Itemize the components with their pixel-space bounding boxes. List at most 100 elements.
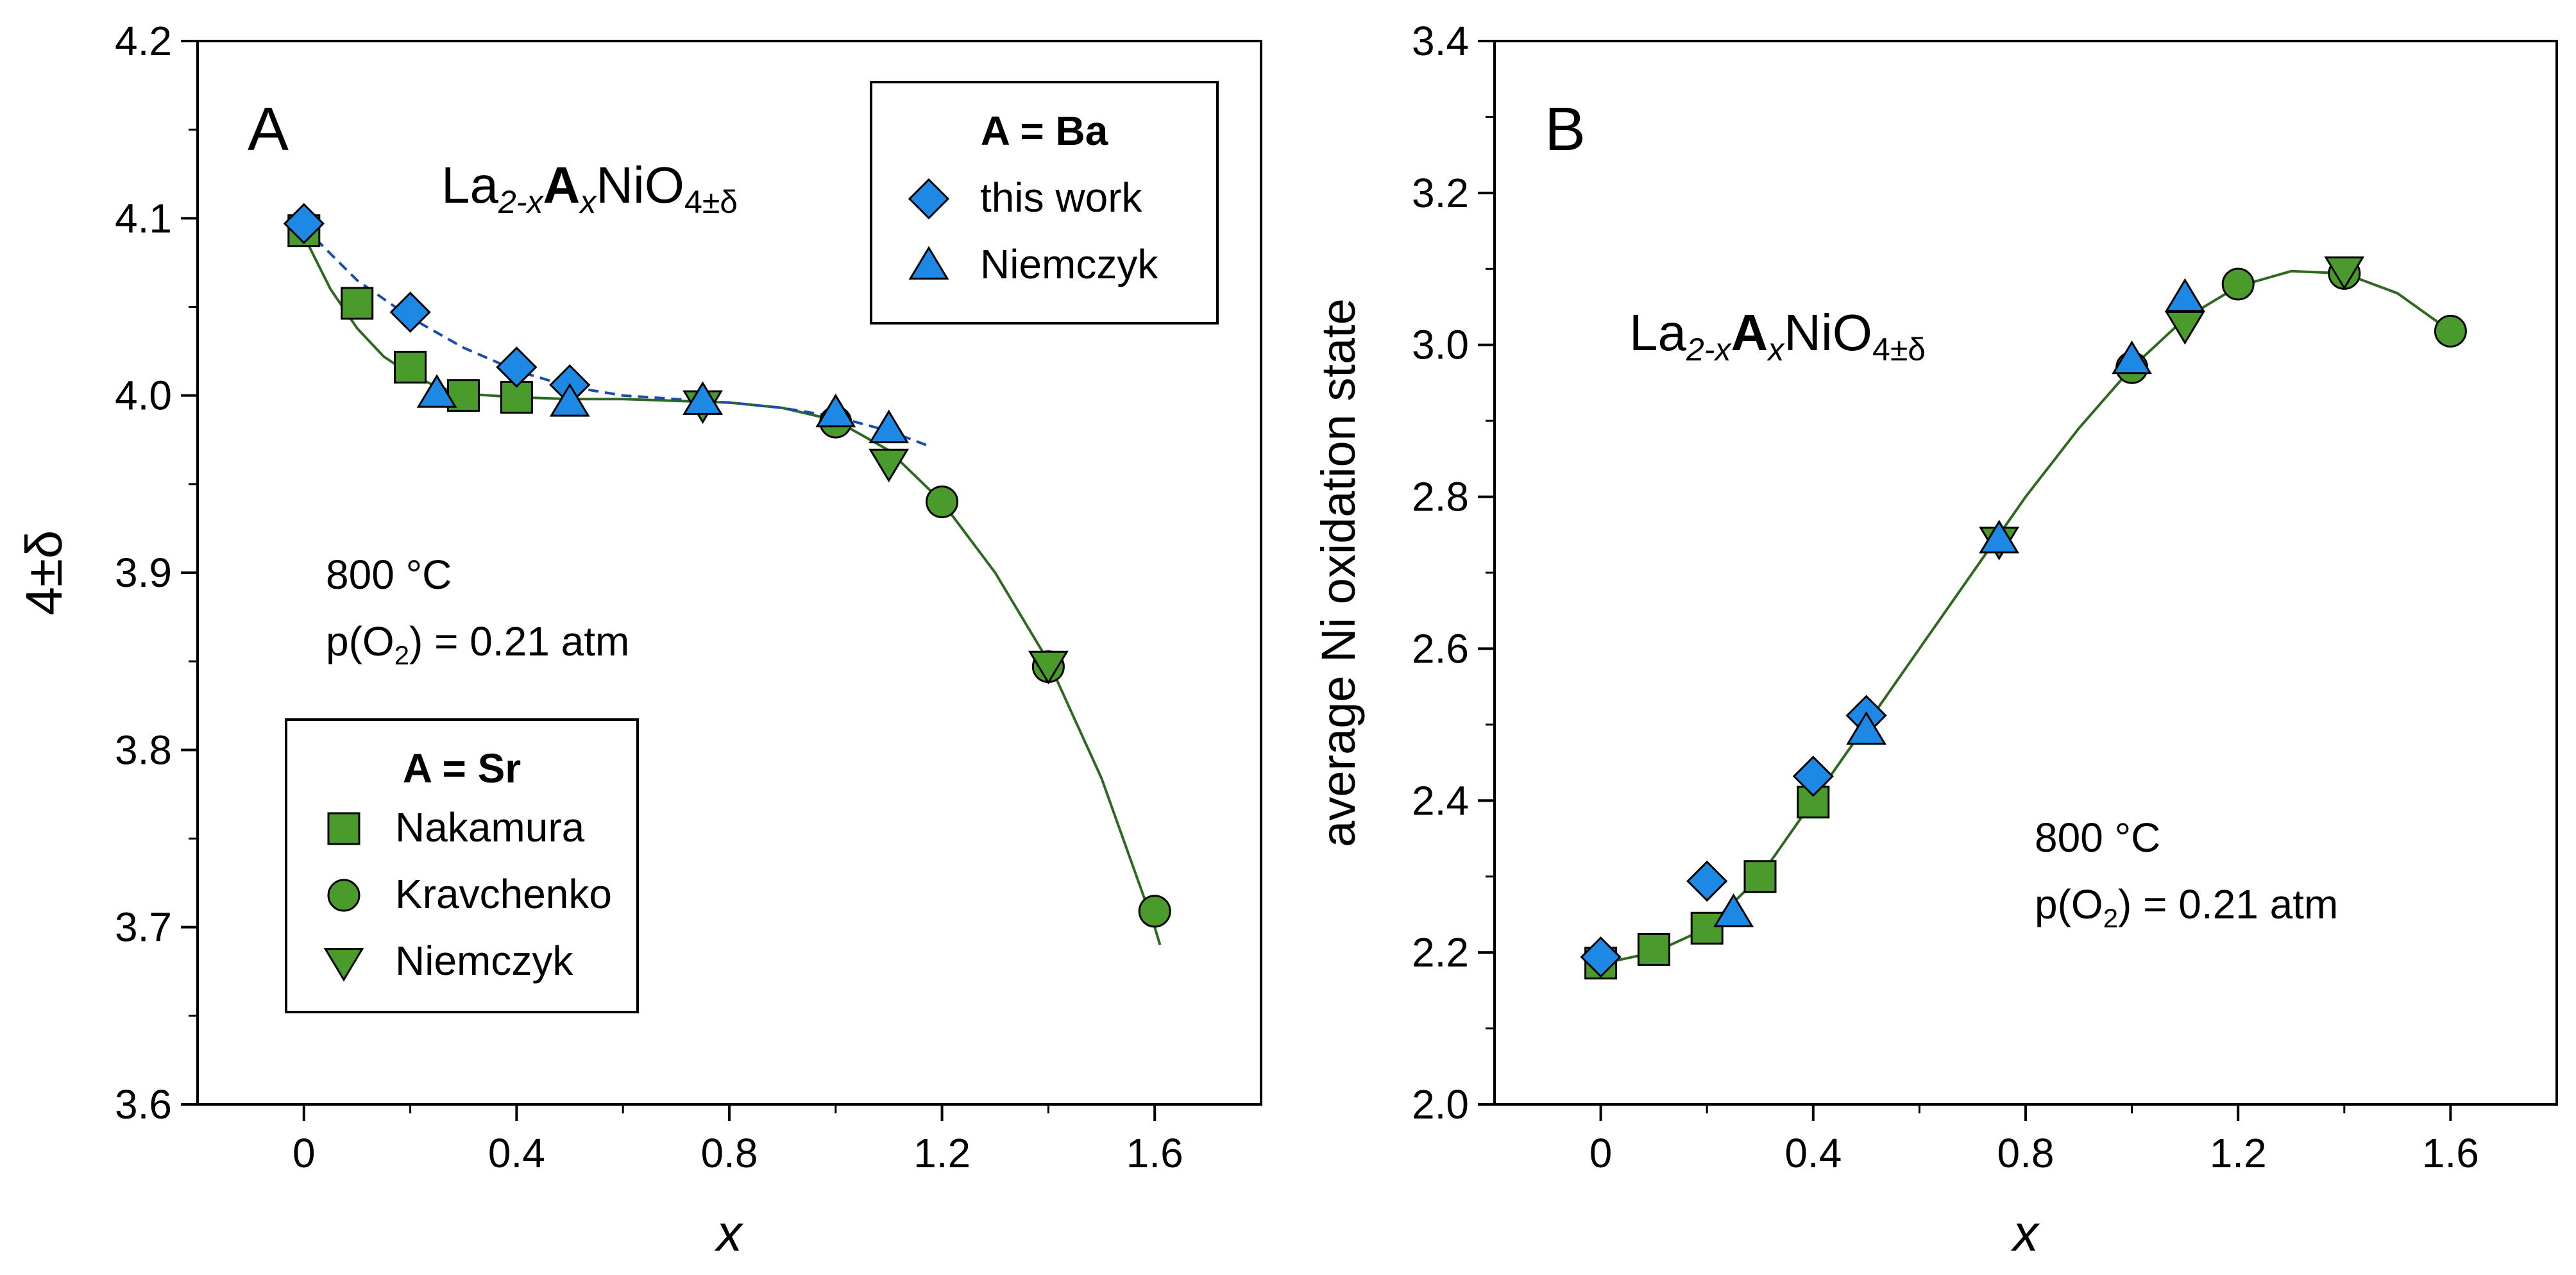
data-point-square — [1637, 933, 1670, 966]
formula-base: La — [1629, 304, 1686, 361]
x-tick-label: 1.6 — [2422, 1130, 2479, 1176]
y-tick-label: 4.1 — [115, 195, 172, 241]
data-point-diamond — [1686, 860, 1728, 902]
data-point-triangle-down — [2324, 256, 2365, 291]
data-point-square — [394, 350, 427, 384]
data-point-triangle-up — [815, 393, 856, 428]
formula-bold: A — [543, 156, 580, 214]
legend-marker-triangle-down — [323, 948, 364, 982]
data-point-circle — [2434, 314, 2467, 348]
data-point-diamond — [496, 346, 538, 388]
data-point-triangle-up — [682, 381, 723, 415]
x-tick-label: 0.8 — [701, 1130, 758, 1176]
legend-entry-label: Niemczyk — [980, 241, 1158, 287]
data-point-square — [1743, 860, 1777, 893]
formula-bold: A — [1731, 304, 1768, 361]
fit-line-solid — [303, 235, 1162, 945]
formula-label: La2-xAxNiO4±δ — [1629, 304, 1926, 367]
legend-marker-triangle-up — [908, 246, 949, 280]
pressure-subscript: 2 — [2103, 903, 2118, 933]
y-tick-label: 3.9 — [115, 550, 172, 596]
data-point-diamond — [1580, 936, 1622, 978]
pressure-post: ) = 0.21 atm — [2118, 881, 2338, 927]
y-tick-label: 2.2 — [1412, 929, 1469, 975]
data-point-diamond — [283, 203, 325, 244]
chart-panel-b: 0 0.4 0.8 1.2 1.6 2.0 2.2 2.4 2.6 2.8 3.0 3.2 3.4 x av… — [1312, 18, 2558, 1262]
data-point-square — [1690, 911, 1724, 945]
y-tick-label: 3.4 — [1412, 18, 1469, 64]
data-point-triangle-up — [1846, 711, 1887, 745]
y-axis-label: average Ni oxidation state — [1312, 298, 1365, 847]
x-tick-label: 0.4 — [1784, 1130, 1842, 1176]
condition-pressure: p(O2) = 0.21 atm — [2035, 881, 2338, 933]
y-tick-label: 3.0 — [1412, 322, 1469, 368]
data-point-square — [341, 287, 374, 320]
data-point-triangle-up — [416, 374, 457, 408]
pressure-post: ) = 0.21 atm — [409, 618, 629, 664]
data-point-triangle-up — [2112, 340, 2153, 375]
x-tick-label: 0.8 — [1997, 1130, 2055, 1176]
formula-subscript: x — [579, 184, 597, 220]
legend-marker-circle — [327, 879, 360, 912]
data-point-triangle-up — [1713, 893, 1754, 927]
formula-label: La2-xAxNiO4±δ — [441, 156, 738, 220]
data-point-circle — [2221, 267, 2255, 301]
condition-pressure: p(O2) = 0.21 atm — [326, 618, 629, 670]
y-tick-label: 3.2 — [1412, 170, 1469, 216]
data-point-diamond — [1792, 756, 1834, 797]
x-tick-label: 1.2 — [2210, 1130, 2267, 1176]
y-tick-label: 3.7 — [115, 904, 172, 950]
y-tick-label: 3.6 — [115, 1081, 172, 1127]
x-tick-label: 0.4 — [488, 1130, 545, 1176]
data-point-circle — [1138, 895, 1171, 928]
data-point-triangle-down — [1028, 650, 1069, 685]
x-axis-label: x — [714, 1204, 744, 1262]
legend-ba: A = Ba this work Niemczyk — [870, 81, 1219, 325]
data-point-circle — [926, 485, 959, 518]
data-point-triangle-up — [869, 409, 910, 444]
y-tick-label: 2.6 — [1412, 625, 1469, 671]
formula-mid: NiO — [1784, 304, 1872, 361]
formula-subscript: 2-x — [1686, 332, 1732, 367]
condition-temperature: 800 °C — [326, 552, 452, 598]
pressure-subscript: 2 — [394, 640, 409, 670]
x-axis-label: x — [2010, 1204, 2040, 1262]
legend-title: A = Ba — [981, 108, 1108, 154]
legend-title: A = Sr — [403, 745, 521, 791]
data-point-diamond — [389, 291, 431, 333]
data-point-triangle-up — [2164, 278, 2205, 312]
data-point-triangle-down — [869, 448, 910, 483]
legend-marker-diamond — [908, 178, 950, 220]
panel-label: A — [248, 95, 289, 164]
legend-entry-label: this work — [980, 174, 1143, 221]
formula-subscript: x — [1767, 332, 1785, 367]
data-point-triangle-up — [1979, 519, 2020, 553]
y-tick-label: 4.0 — [115, 373, 172, 419]
pressure-pre: p(O — [2035, 881, 2103, 927]
y-tick-label: 2.4 — [1412, 777, 1469, 823]
formula-subscript: 4±δ — [684, 184, 738, 220]
fit-line-solid — [1600, 269, 2452, 965]
formula-mid: NiO — [596, 156, 684, 214]
legend-entry-label: Nakamura — [395, 804, 585, 850]
legend-marker-square — [327, 812, 360, 845]
pressure-pre: p(O — [326, 618, 394, 664]
panel-label: B — [1545, 95, 1586, 164]
legend-entry-label: Niemczyk — [395, 938, 573, 984]
x-tick-label: 1.6 — [1126, 1130, 1183, 1176]
formula-base: La — [441, 156, 498, 214]
y-tick-label: 2.0 — [1412, 1081, 1469, 1127]
y-axis-label: 4±δ — [15, 530, 72, 616]
y-tick-label: 4.2 — [115, 18, 172, 64]
x-tick-label: 0 — [1589, 1130, 1613, 1176]
x-tick-label: 1.2 — [913, 1130, 970, 1176]
formula-subscript: 4±δ — [1872, 332, 1926, 367]
data-point-triangle-down — [2164, 311, 2205, 345]
chart-panel-a: 0 0.4 0.8 1.2 1.63.63.73.83.94.04.14.2x4±δAL… — [15, 18, 1262, 1262]
data-point-triangle-up — [549, 383, 590, 417]
legend-entry-label: Kravchenko — [395, 871, 612, 917]
x-tick-label: 0 — [292, 1130, 316, 1176]
condition-temperature: 800 °C — [2035, 815, 2160, 861]
formula-subscript: 2-x — [498, 184, 544, 220]
